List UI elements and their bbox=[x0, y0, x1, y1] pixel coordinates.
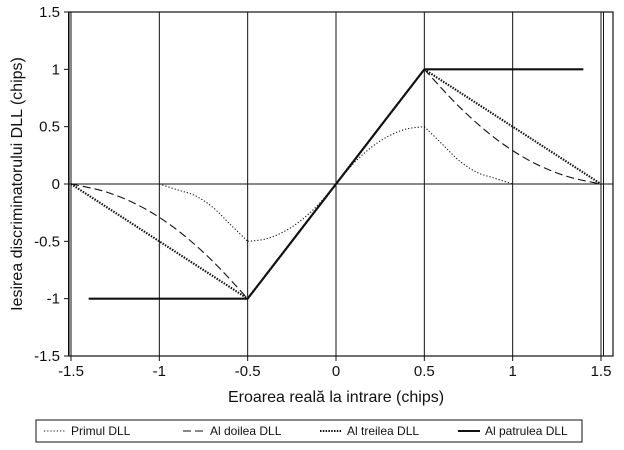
x-tick-label-6: 1.5 bbox=[591, 363, 612, 380]
y-tick-label-3: 0 bbox=[52, 176, 60, 193]
series-1-segment-0 bbox=[159, 183, 249, 242]
y-tick-label-1: 1 bbox=[52, 61, 60, 78]
series-lines bbox=[70, 68, 602, 300]
y-tick-label-5: -1 bbox=[47, 291, 60, 308]
y-tick-label-6: -1.5 bbox=[34, 348, 60, 365]
series-4-segment-1 bbox=[246, 68, 426, 300]
x-tick-label-5: 1 bbox=[508, 363, 516, 380]
series-2-segment-0 bbox=[70, 183, 249, 300]
legend-label-4: Al patrulea DLL bbox=[485, 424, 568, 438]
y-tick-label-2: 0.5 bbox=[39, 119, 60, 136]
x-tick-label-0: -1.5 bbox=[58, 363, 84, 380]
series-1-segment-2 bbox=[423, 126, 513, 185]
y-tick-labels: 1.5 1 0.5 0 -0.5 -1 -1.5 bbox=[34, 4, 69, 365]
y-axis-title: Iesirea discriminatorului DLL (chips) bbox=[9, 57, 26, 311]
series-2-segment-2 bbox=[423, 68, 602, 185]
x-tick-label-1: -1 bbox=[153, 363, 166, 380]
legend: Primul DLL Al doilea DLL Al treilea DLL Al … bbox=[35, 419, 583, 443]
x-tick-label-4: 0.5 bbox=[414, 363, 435, 380]
x-tick-label-2: -0.5 bbox=[235, 363, 261, 380]
legend-label-1: Primul DLL bbox=[71, 424, 131, 438]
y-tick-label-0: 1.5 bbox=[39, 4, 60, 21]
x-tick-labels: -1.5 -1 -0.5 0 0.5 1 1.5 bbox=[58, 356, 611, 380]
legend-label-2: Al doilea DLL bbox=[210, 424, 282, 438]
legend-box bbox=[35, 419, 583, 443]
x-tick-label-3: 0 bbox=[332, 363, 340, 380]
y-tick-label-4: -0.5 bbox=[34, 233, 60, 250]
series-4-line bbox=[88, 68, 584, 300]
x-axis-title: Eroarea reală la intrare (chips) bbox=[228, 389, 444, 406]
legend-label-3: Al treilea DLL bbox=[347, 424, 419, 438]
